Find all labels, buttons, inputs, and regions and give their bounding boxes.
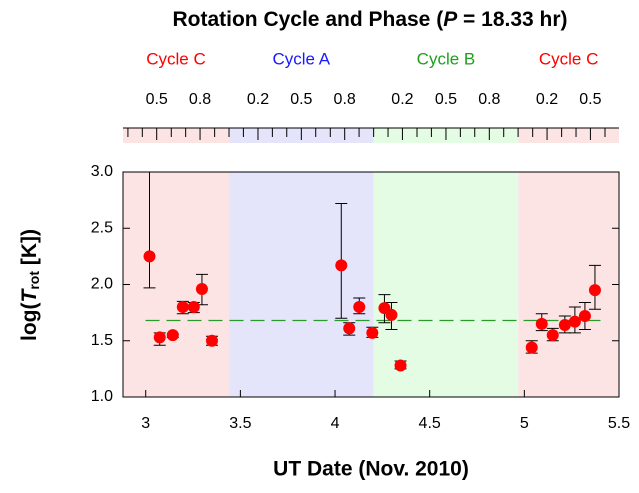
- cycle-label: Cycle C: [539, 49, 599, 68]
- cycle-label: Cycle A: [273, 49, 331, 68]
- top-tick-label: 0.8: [189, 91, 211, 108]
- x-tick-label: 5.5: [608, 415, 630, 432]
- top-tick-label: 0.2: [247, 91, 269, 108]
- data-point: [143, 250, 156, 263]
- data-point: [343, 322, 356, 335]
- x-tick-label: 4: [331, 415, 340, 432]
- y-tick-label: 1.0: [91, 388, 113, 405]
- data-point: [394, 359, 407, 372]
- data-point: [385, 308, 398, 321]
- data-point: [558, 319, 571, 331]
- label-part: log(: [18, 302, 41, 340]
- x-tick-label: 3.5: [229, 415, 251, 432]
- top-tick-label: 0.5: [435, 91, 457, 108]
- y-tick-label: 3.0: [91, 163, 113, 180]
- label-part: T: [18, 288, 41, 303]
- data-point: [568, 315, 581, 328]
- data-point: [335, 259, 348, 272]
- cycle-band: [123, 172, 230, 397]
- data-point: [176, 301, 189, 313]
- data-point: [153, 331, 166, 344]
- top-tick-label: 0.2: [536, 91, 558, 108]
- top-tick-label: 0.8: [334, 91, 356, 108]
- top-tick-label: 0.2: [391, 91, 413, 108]
- y-tick-label: 2.5: [91, 219, 113, 236]
- cycle-label: Cycle C: [146, 49, 206, 68]
- top-tick-label: 0.5: [146, 91, 168, 108]
- x-tick-label: 5: [520, 415, 529, 432]
- data-point: [546, 329, 559, 342]
- title-part: = 18.33 hr): [457, 8, 567, 31]
- data-point: [205, 334, 218, 347]
- data-point: [353, 301, 366, 313]
- plot-frame: [122, 171, 620, 398]
- x-tick-label: 4.5: [419, 415, 441, 432]
- label-part: [K]): [18, 229, 41, 271]
- label-part: rot: [26, 271, 42, 290]
- x-axis-label: UT Date (Nov. 2010): [273, 458, 469, 481]
- title-part: Rotation Cycle and Phase (: [172, 8, 443, 31]
- data-point: [166, 329, 179, 342]
- data-point: [588, 284, 601, 297]
- cycle-band: [229, 172, 374, 397]
- top-tick-label: 0.5: [290, 91, 312, 108]
- top-tick-label: 0.8: [478, 91, 500, 108]
- top-tick-label: 0.5: [579, 91, 601, 108]
- data-point: [535, 317, 548, 330]
- title-part: P: [443, 8, 458, 31]
- data-point: [195, 283, 208, 295]
- cycle-strip: [123, 128, 230, 143]
- y-tick-label: 1.5: [91, 332, 113, 349]
- data-point: [578, 310, 591, 322]
- data-point: [366, 326, 379, 339]
- cycle-label: Cycle B: [417, 49, 476, 68]
- y-tick-label: 2.0: [91, 276, 113, 293]
- y-axis-label: log(Trot [K]): [18, 229, 42, 341]
- cycle-band: [518, 172, 619, 397]
- x-tick-label: 3: [141, 415, 150, 432]
- cycle-strip: [518, 128, 619, 143]
- data-point: [525, 341, 538, 354]
- cycle-band: [373, 172, 519, 397]
- data-point: [187, 301, 200, 313]
- chart-title: Rotation Cycle and Phase (P = 18.33 hr): [172, 8, 567, 31]
